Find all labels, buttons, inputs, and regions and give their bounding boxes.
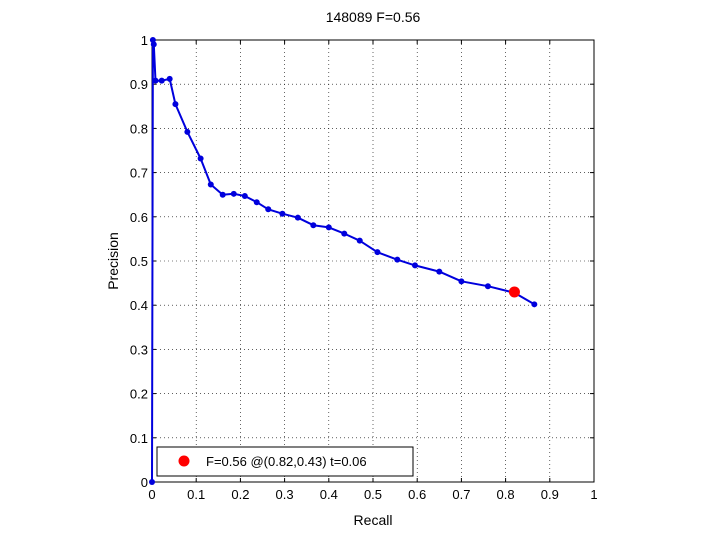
- data-point: [230, 190, 237, 197]
- data-point: [310, 222, 317, 229]
- data-point: [152, 77, 159, 84]
- data-point: [184, 128, 191, 135]
- y-tick-label: 0: [141, 475, 148, 490]
- y-tick-label: 0.3: [130, 342, 148, 357]
- x-tick-label: 0.1: [187, 487, 205, 502]
- legend-box: [156, 446, 414, 477]
- legend-label: F=0.56 @(0.82,0.43) t=0.06: [206, 454, 367, 469]
- grid-lines: [152, 40, 594, 482]
- data-point: [341, 230, 348, 237]
- data-point: [484, 283, 491, 290]
- x-axis-label: Recall: [354, 512, 393, 528]
- data-point: [150, 41, 157, 48]
- y-tick-label: 0.1: [130, 431, 148, 446]
- legend: F=0.56 @(0.82,0.43) t=0.06: [156, 446, 414, 477]
- data-point: [436, 268, 443, 275]
- series-points: [149, 37, 538, 485]
- x-tick-label: 0.4: [320, 487, 338, 502]
- data-point: [531, 301, 538, 308]
- x-tick-label: 0.9: [541, 487, 559, 502]
- x-tick-label: 0: [148, 487, 155, 502]
- chart-title: 148089 F=0.56: [326, 9, 421, 25]
- legend-marker: [178, 455, 190, 467]
- best-f-point: [508, 286, 520, 298]
- y-tick-label: 0.6: [130, 210, 148, 225]
- data-point: [458, 278, 465, 285]
- data-point: [294, 214, 301, 221]
- x-tick-label: 0.7: [452, 487, 470, 502]
- y-axis-ticks: 0 0.1 0.2 0.3 0.4 0.5 0.6 0.7 0.8 0.9 1: [130, 33, 594, 490]
- y-axis-label: Precision: [105, 232, 121, 290]
- data-point: [374, 249, 381, 256]
- data-point: [149, 479, 155, 485]
- x-axis-ticks: 0 0.1 0.2 0.3 0.4 0.5 0.6 0.7 0.8 0.9 1: [148, 40, 598, 502]
- y-tick-label: 0.4: [130, 298, 148, 313]
- data-point: [207, 181, 214, 188]
- x-tick-label: 0.2: [231, 487, 249, 502]
- x-tick-label: 0.5: [364, 487, 382, 502]
- y-tick-label: 0.7: [130, 166, 148, 181]
- data-point: [172, 101, 179, 108]
- x-tick-label: 1: [590, 487, 597, 502]
- y-tick-label: 1: [141, 33, 148, 48]
- x-tick-label: 0.6: [408, 487, 426, 502]
- data-point: [394, 256, 401, 263]
- data-point: [265, 206, 272, 213]
- y-tick-label: 0.2: [130, 387, 148, 402]
- x-tick-label: 0.8: [497, 487, 515, 502]
- data-point: [166, 75, 173, 82]
- data-point: [356, 237, 363, 244]
- y-tick-label: 0.5: [130, 254, 148, 269]
- data-point: [279, 210, 286, 217]
- data-point: [158, 77, 165, 84]
- data-point: [241, 193, 248, 200]
- y-tick-label: 0.9: [130, 77, 148, 92]
- data-point: [197, 155, 204, 162]
- y-tick-label: 0.8: [130, 121, 148, 136]
- data-point: [411, 262, 418, 269]
- data-point: [219, 191, 226, 198]
- x-tick-label: 0.3: [276, 487, 294, 502]
- data-point: [253, 199, 260, 206]
- data-point: [325, 224, 332, 231]
